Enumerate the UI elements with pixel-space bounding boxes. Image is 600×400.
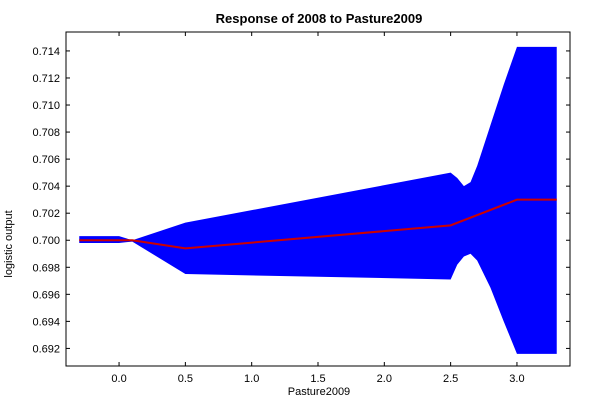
x-tick-label: 1.5 bbox=[310, 373, 325, 385]
y-tick-label: 0.706 bbox=[32, 154, 60, 166]
line-layer bbox=[79, 198, 557, 250]
x-axis: 0.0 0.5 1.0 1.5 2.0 2.5 3.0 bbox=[111, 32, 525, 385]
y-tick-label: 0.708 bbox=[32, 127, 60, 139]
y-axis-label: logistic output bbox=[3, 210, 15, 277]
x-tick-label: 2.5 bbox=[443, 373, 458, 385]
y-tick-label: 0.694 bbox=[32, 316, 60, 328]
y-tick-label: 0.714 bbox=[32, 46, 60, 58]
x-tick-label: 0.0 bbox=[111, 373, 126, 385]
chart-title: Response of 2008 to Pasture2009 bbox=[216, 11, 423, 26]
response-line-0 bbox=[79, 198, 557, 250]
y-tick-label: 0.700 bbox=[32, 235, 60, 247]
y-tick-label: 0.710 bbox=[32, 100, 60, 112]
y-tick-label: 0.696 bbox=[32, 289, 60, 301]
x-tick-label: 2.0 bbox=[377, 373, 392, 385]
x-tick-label: 0.5 bbox=[178, 373, 193, 385]
y-tick-label: 0.698 bbox=[32, 262, 60, 274]
x-tick-label: 1.0 bbox=[244, 373, 259, 385]
y-tick-label: 0.692 bbox=[32, 343, 60, 355]
y-axis: 0.692 0.694 0.696 0.698 0.700 0.702 0.704 0.706… bbox=[32, 46, 570, 355]
y-tick-label: 0.704 bbox=[32, 181, 60, 193]
x-axis-label: Pasture2009 bbox=[288, 386, 350, 398]
y-tick-label: 0.712 bbox=[32, 73, 60, 85]
x-tick-label: 3.0 bbox=[509, 373, 524, 385]
y-tick-label: 0.702 bbox=[32, 208, 60, 220]
band-layer bbox=[79, 46, 557, 354]
confidence-band bbox=[79, 46, 557, 354]
